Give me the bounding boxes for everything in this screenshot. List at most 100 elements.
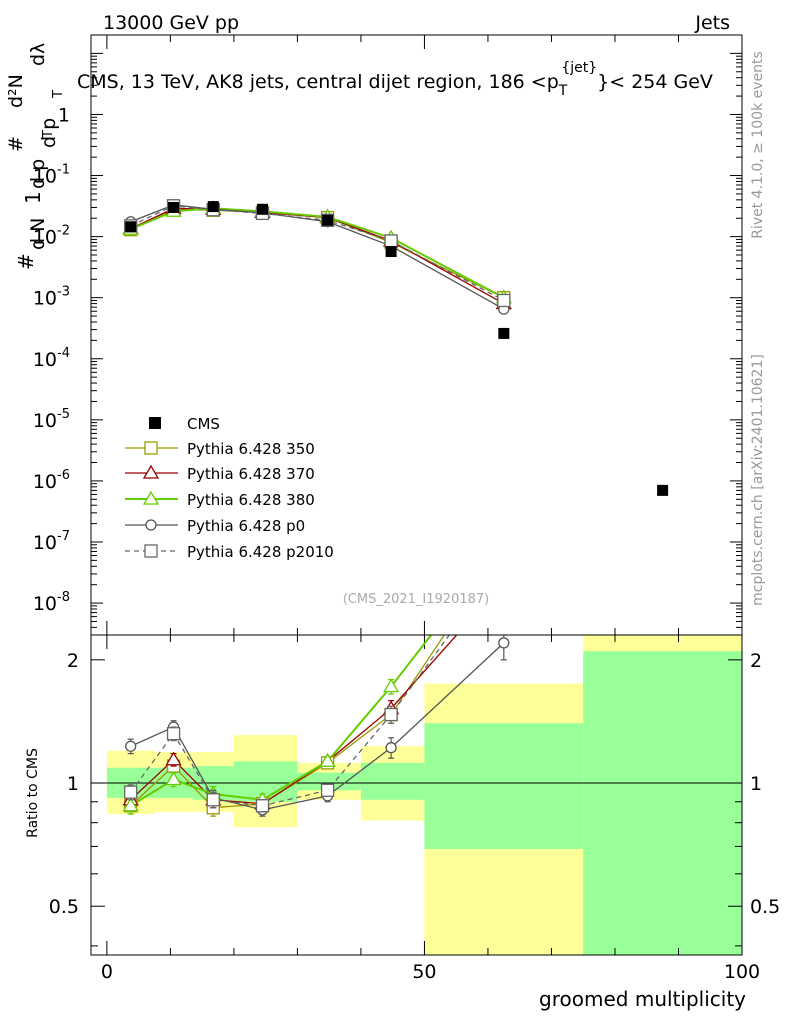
main-ytick-label-1: 10-7 xyxy=(33,529,70,554)
ratio-ytick-label-left-1: 1 xyxy=(67,773,79,795)
band-inner-6 xyxy=(424,723,584,849)
ratio-ytick-label-left-2: 2 xyxy=(67,650,79,672)
tick-base: 10 xyxy=(33,227,57,249)
main-ytick-label-7: 10-1 xyxy=(33,163,70,188)
ylabel-hash: # xyxy=(14,253,38,270)
main-plot-marks xyxy=(122,199,669,496)
ylabel-dn: d N xyxy=(27,218,49,250)
cms-data-point-6 xyxy=(498,327,510,339)
legend-marker-series-3 xyxy=(145,519,157,531)
band-inner-5 xyxy=(360,762,425,800)
legend-label-series-2: Pythia 6.428 380 xyxy=(187,491,315,509)
legend-marker-series-0 xyxy=(144,441,158,455)
tick-exponent: -2 xyxy=(57,224,70,239)
ratio-ytick-label-right-1: 1 xyxy=(750,773,762,795)
main-ytick-label-6: 10-2 xyxy=(33,224,70,249)
axes-ticks: 10-810-710-610-510-410-310-210-110.5 0.51… xyxy=(33,34,780,983)
tick-base: 10 xyxy=(33,532,57,554)
tick-exponent: -6 xyxy=(57,468,70,483)
ratio-ytick-label-right-2: 2 xyxy=(750,650,762,672)
tick-exponent: -3 xyxy=(57,285,70,300)
xtick-label-0: 0 xyxy=(101,961,113,983)
tick-base: 10 xyxy=(33,410,57,432)
tick-base: 1 xyxy=(58,104,70,126)
main-point-series-4 xyxy=(497,293,511,308)
y-axis-label: # 1 d N d p T # d²N d p T dλ xyxy=(5,43,66,270)
main-ytick-label-4: 10-4 xyxy=(33,346,70,371)
legend-label-series-1: Pythia 6.428 370 xyxy=(187,465,315,483)
ylabel-hash-2: # xyxy=(5,136,27,152)
rivet-version: Rivet 4.1.0, ≥ 100k events xyxy=(750,51,766,239)
title-part-1: CMS, 13 TeV, AK8 jets, central dijet reg… xyxy=(77,71,559,93)
xtick-label-1: 50 xyxy=(412,961,436,983)
title-part-4: }< 254 GeV xyxy=(597,71,713,93)
cms-data-point-1 xyxy=(168,201,180,213)
tick-base: 10 xyxy=(33,288,57,310)
xtick-label-2: 100 xyxy=(724,961,760,983)
tick-exponent: -7 xyxy=(57,529,70,544)
main-ytick-label-8: 1 xyxy=(58,104,70,126)
legend-label-series-3: Pythia 6.428 p0 xyxy=(187,517,305,535)
cms-data-point-5 xyxy=(385,246,397,258)
main-ytick-label-5: 10-3 xyxy=(33,285,70,310)
x-axis-label: groomed multiplicity xyxy=(539,987,746,1011)
cms-data-point-3 xyxy=(256,203,268,215)
ratio-point-series-3 xyxy=(385,742,397,754)
ratio-point-series-2 xyxy=(319,753,336,767)
ratio-point-series-4 xyxy=(124,785,138,799)
ratio-point-series-2 xyxy=(165,771,182,786)
legend-label-series-0: Pythia 6.428 350 xyxy=(187,440,315,458)
legend: CMS Pythia 6.428 350 Pythia 6.428 370 Pythi… xyxy=(125,415,334,561)
main-ytick-label-0: 10-8 xyxy=(33,590,70,615)
header-jets: Jets xyxy=(694,12,730,34)
main-ytick-label-3: 10-5 xyxy=(33,407,70,432)
cms-data-point-4 xyxy=(322,214,334,226)
legend-marker-series-4 xyxy=(144,544,158,558)
ylabel-dp-2: d p xyxy=(38,118,60,148)
ratio-point-series-4 xyxy=(206,793,220,807)
tick-base: 10 xyxy=(33,593,57,615)
ratio-ytick-label-left-0: 0.5 xyxy=(49,896,79,918)
ratio-series-group xyxy=(122,635,510,817)
analysis-watermark: (CMS_2021_I1920187) xyxy=(343,592,490,607)
ratio-point-series-3 xyxy=(125,740,137,752)
ylabel-dlambda: dλ xyxy=(27,43,49,66)
tick-base: 10 xyxy=(33,349,57,371)
mcplots-credit: mcplots.cern.ch [arXiv:2401.10621] xyxy=(750,354,766,606)
cms-data-point-0 xyxy=(125,221,137,233)
cms-data-point-2 xyxy=(207,201,219,213)
band-inner-3 xyxy=(233,761,298,802)
tick-exponent: -4 xyxy=(57,346,70,361)
ratio-axis-label: Ratio to CMS xyxy=(25,748,41,838)
chart-title: CMS, 13 TeV, AK8 jets, central dijet reg… xyxy=(77,60,713,99)
legend-marker-cms xyxy=(149,417,161,429)
ratio-point-series-1 xyxy=(165,751,182,766)
legend-marker-series-2 xyxy=(142,490,160,505)
ratio-point-series-2 xyxy=(382,678,400,693)
ratio-ytick-label-right-0: 0.5 xyxy=(750,896,780,918)
ylabel-d2n: d²N xyxy=(5,74,27,108)
main-ytick-label-2: 10-6 xyxy=(33,468,70,493)
tick-exponent: -5 xyxy=(57,407,70,422)
ylabel-sub-t: T xyxy=(41,130,56,139)
title-part-3: {jet} xyxy=(561,60,597,76)
title-part-2: T xyxy=(558,83,568,99)
ratio-point-series-4 xyxy=(384,707,398,722)
cms-data-point-7 xyxy=(657,484,669,496)
header-process: 13000 GeV pp xyxy=(103,12,239,34)
ratio-point-series-4 xyxy=(255,799,270,813)
ratio-plot-marks xyxy=(122,635,510,817)
ratio-point-series-4 xyxy=(320,783,335,797)
legend-label-cms: CMS xyxy=(187,415,220,433)
legend-label-series-4: Pythia 6.428 p2010 xyxy=(187,543,334,561)
ratio-point-series-3 xyxy=(498,637,510,649)
tick-base: 10 xyxy=(33,471,57,493)
band-inner-7 xyxy=(583,651,742,955)
tick-exponent: -1 xyxy=(57,163,70,178)
ratio-point-series-4 xyxy=(166,727,181,741)
tick-exponent: -8 xyxy=(57,590,70,605)
main-point-series-4 xyxy=(384,234,398,248)
ratio-point-series-2 xyxy=(122,797,139,812)
ratio-frame xyxy=(90,634,743,956)
